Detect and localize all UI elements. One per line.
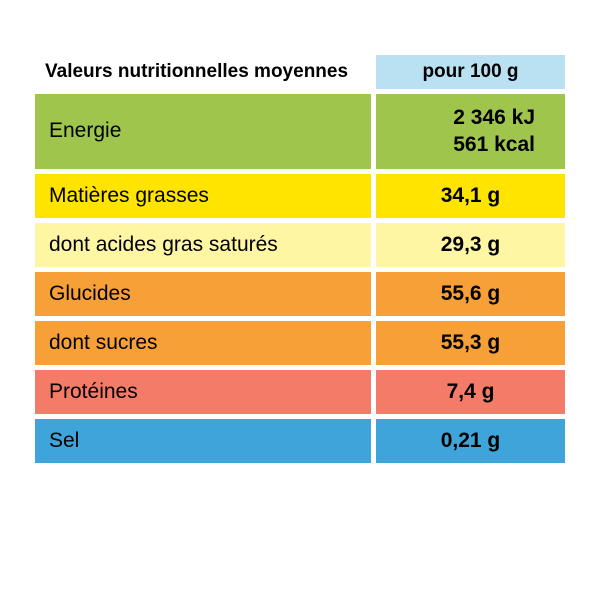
row-label: Energie xyxy=(35,94,371,169)
table-row: dont acides gras saturés29,3 g xyxy=(35,223,565,267)
row-label: Glucides xyxy=(35,272,371,316)
table-header-row: Valeurs nutritionnelles moyennes pour 10… xyxy=(35,55,565,89)
header-title: Valeurs nutritionnelles moyennes xyxy=(35,55,371,89)
row-value: 34,1 g xyxy=(376,174,565,218)
table-row: Protéines7,4 g xyxy=(35,370,565,414)
row-label: Sel xyxy=(35,419,371,463)
row-label: Matières grasses xyxy=(35,174,371,218)
row-value: 55,6 g xyxy=(376,272,565,316)
table-row: dont sucres55,3 g xyxy=(35,321,565,365)
header-per: pour 100 g xyxy=(376,55,565,89)
row-label: dont acides gras saturés xyxy=(35,223,371,267)
row-value: 55,3 g xyxy=(376,321,565,365)
row-value: 29,3 g xyxy=(376,223,565,267)
row-label: Protéines xyxy=(35,370,371,414)
table-row: Glucides55,6 g xyxy=(35,272,565,316)
row-label: dont sucres xyxy=(35,321,371,365)
row-value: 7,4 g xyxy=(376,370,565,414)
table-row: Matières grasses34,1 g xyxy=(35,174,565,218)
row-value: 2 346 kJ561 kcal xyxy=(376,94,565,169)
nutrition-table: Valeurs nutritionnelles moyennes pour 10… xyxy=(30,50,570,468)
row-value: 0,21 g xyxy=(376,419,565,463)
table-row: Energie2 346 kJ561 kcal xyxy=(35,94,565,169)
table-row: Sel0,21 g xyxy=(35,419,565,463)
